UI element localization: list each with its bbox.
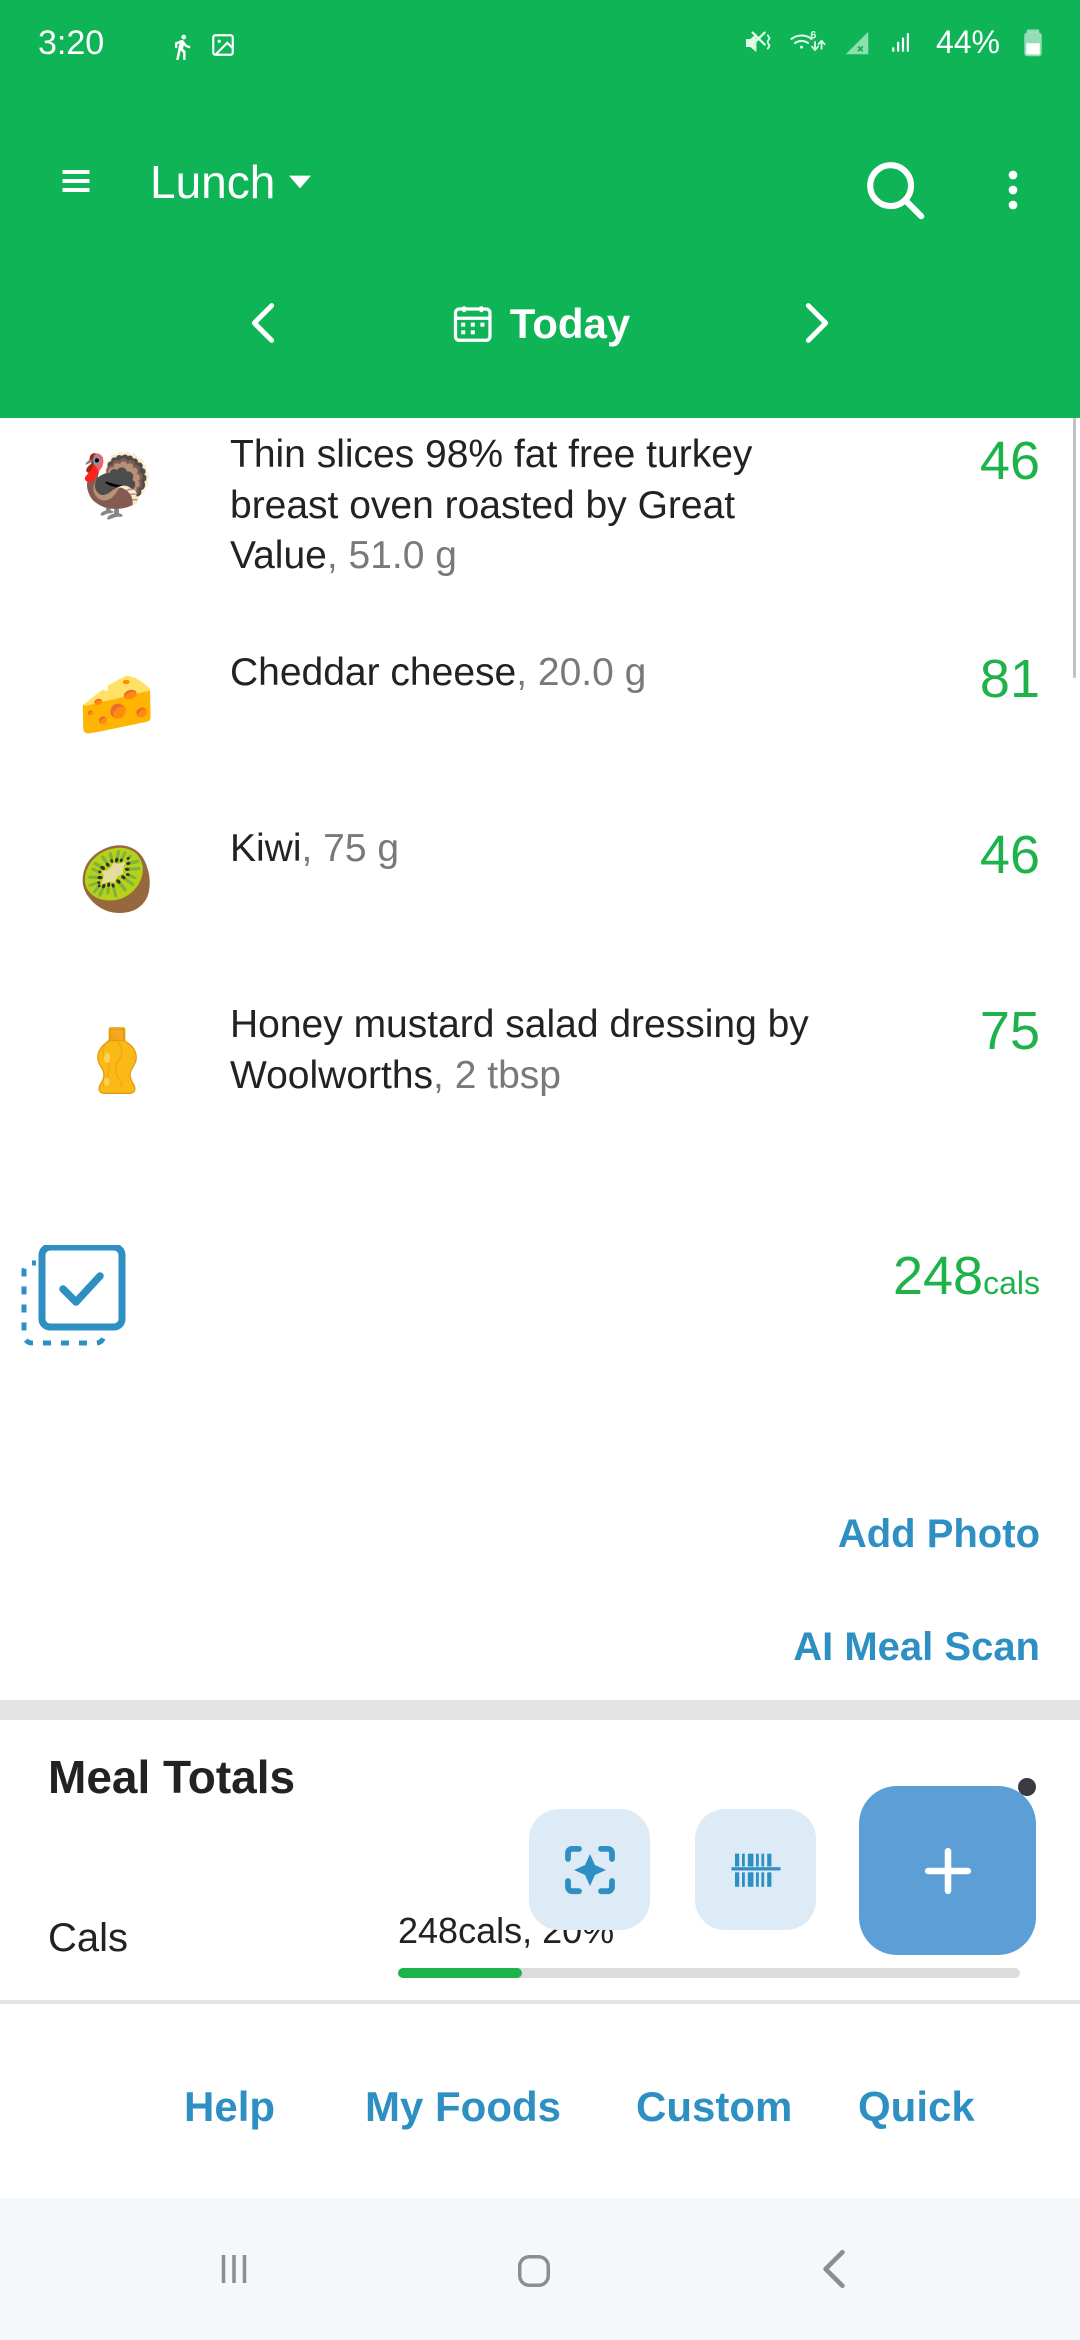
svg-text:6: 6: [810, 29, 816, 41]
